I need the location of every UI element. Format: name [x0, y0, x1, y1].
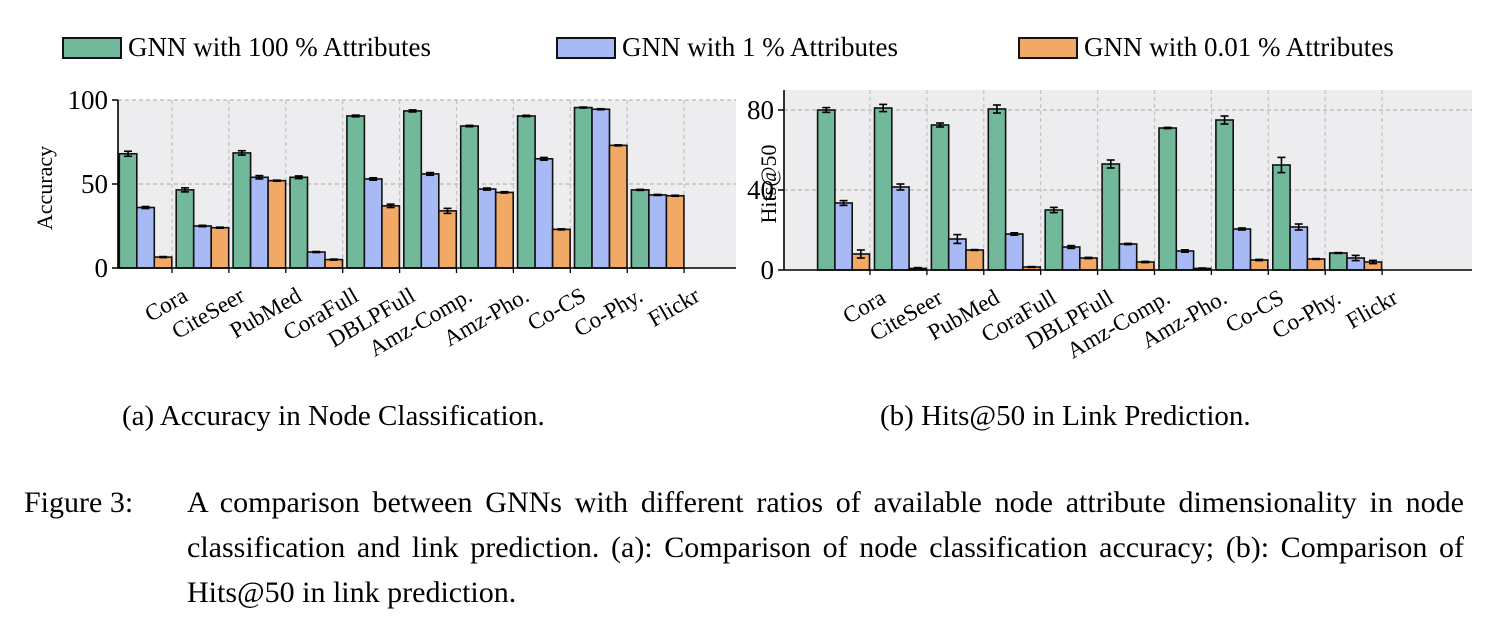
legend-label: GNN with 1 % Attributes [622, 32, 898, 62]
legend-swatch-001pct [1018, 36, 1078, 59]
subcaption-b: (b) Hits@50 in Link Prediction. [880, 400, 1251, 432]
bar-flickr-series-0 [630, 189, 650, 269]
bar-amz-pho--series-0 [459, 125, 480, 269]
bar-cora-series-1 [136, 206, 156, 269]
bar-cora-series-0 [816, 109, 836, 271]
bar-citeseer-series-1 [891, 186, 910, 271]
bar-pubmed-series-1 [249, 176, 269, 269]
bar-co-cs-series-1 [534, 158, 554, 269]
bar-cora-series-2 [153, 256, 173, 269]
bar-pubmed-series-0 [930, 124, 950, 271]
bar-co-phy--series-1 [591, 108, 611, 269]
bar-amz-pho--series-1 [1175, 250, 1195, 271]
bar-co-cs-series-2 [551, 228, 571, 269]
y-tick-label: 0 [761, 255, 775, 285]
bar-flickr-series-0 [1328, 252, 1348, 271]
legend-label: GNN with 0.01 % Attributes [1084, 32, 1394, 62]
bar-co-cs-series-0 [1215, 119, 1234, 271]
figure-caption-text: A comparison between GNNs with different… [187, 486, 1464, 609]
chart-accuracy: 050100CoraCiteSeerPubMedCoraFullDBLPFull… [32, 85, 736, 361]
x-tick-label: Flickr [1342, 284, 1402, 333]
bar-pubmed-series-0 [232, 152, 252, 269]
bar-cora-series-1 [834, 202, 854, 271]
figure-caption-label: Figure 3: [24, 486, 134, 519]
bar-amz-comp--series-1 [420, 173, 440, 269]
legend-item-100pct: GNN with 100 % Attributes [62, 32, 431, 63]
legend-label: GNN with 100 % Attributes [128, 32, 431, 62]
bar-amz-comp--series-2 [437, 210, 458, 269]
subcaption-a: (a) Accuracy in Node Classification. [122, 400, 545, 432]
y-tick-label: 100 [68, 85, 109, 115]
bar-corafull-series-0 [987, 108, 1007, 271]
x-tick-label: Flickr [644, 282, 704, 331]
bar-amz-comp--series-0 [402, 110, 423, 269]
bar-amz-pho--series-0 [1158, 127, 1178, 271]
bar-dblpfull-series-1 [363, 178, 383, 269]
bar-co-phy--series-0 [573, 106, 593, 269]
bar-co-phy--series-2 [1306, 258, 1326, 271]
y-tick-label: 80 [747, 95, 774, 125]
bar-amz-pho--series-2 [494, 191, 515, 269]
y-tick-label: 40 [747, 175, 774, 205]
bar-pubmed-series-2 [965, 249, 985, 271]
bar-citeseer-series-0 [873, 107, 893, 271]
legend-item-001pct: GNN with 0.01 % Attributes [1018, 32, 1394, 63]
bar-citeseer-series-2 [210, 226, 230, 269]
bar-pubmed-series-2 [267, 179, 287, 269]
bar-flickr-series-2 [665, 194, 685, 269]
bar-co-cs-series-2 [1249, 259, 1269, 271]
bar-co-phy--series-0 [1271, 164, 1291, 271]
chart-hits50: 04080CoraCiteSeerPubMedCoraFullDBLPFullA… [747, 90, 1472, 363]
bar-co-cs-series-1 [1232, 228, 1252, 271]
legend: GNN with 100 % Attributes GNN with 1 % A… [0, 28, 1488, 68]
bar-cora-series-0 [118, 152, 138, 269]
bar-citeseer-series-0 [175, 189, 195, 269]
y-tick-label: 50 [81, 169, 108, 199]
legend-swatch-1pct [556, 36, 616, 59]
y-axis-label: Hits@50 [756, 145, 781, 224]
bar-dblpfull-series-0 [346, 115, 366, 269]
y-tick-label: 0 [95, 253, 109, 283]
bar-dblpfull-series-1 [1061, 246, 1081, 271]
bar-amz-comp--series-0 [1101, 163, 1121, 271]
figure-caption: Figure 3: A comparison between GNNs with… [24, 480, 1464, 615]
bar-dblpfull-series-2 [381, 205, 401, 269]
bar-corafull-series-1 [1004, 233, 1024, 271]
legend-item-1pct: GNN with 1 % Attributes [556, 32, 898, 63]
bar-co-phy--series-1 [1289, 226, 1309, 271]
bar-co-cs-series-0 [516, 115, 536, 269]
bar-dblpfull-series-0 [1044, 209, 1064, 271]
bar-flickr-series-1 [648, 194, 668, 269]
bar-amz-pho--series-1 [477, 188, 497, 269]
bar-amz-comp--series-1 [1118, 243, 1138, 271]
bar-dblpfull-series-2 [1078, 257, 1098, 271]
bar-corafull-series-1 [306, 251, 326, 269]
bar-citeseer-series-1 [192, 225, 212, 269]
legend-swatch-100pct [62, 36, 122, 59]
y-axis-label: Accuracy [32, 146, 57, 230]
bar-corafull-series-0 [289, 176, 309, 269]
bar-co-phy--series-2 [608, 144, 628, 269]
